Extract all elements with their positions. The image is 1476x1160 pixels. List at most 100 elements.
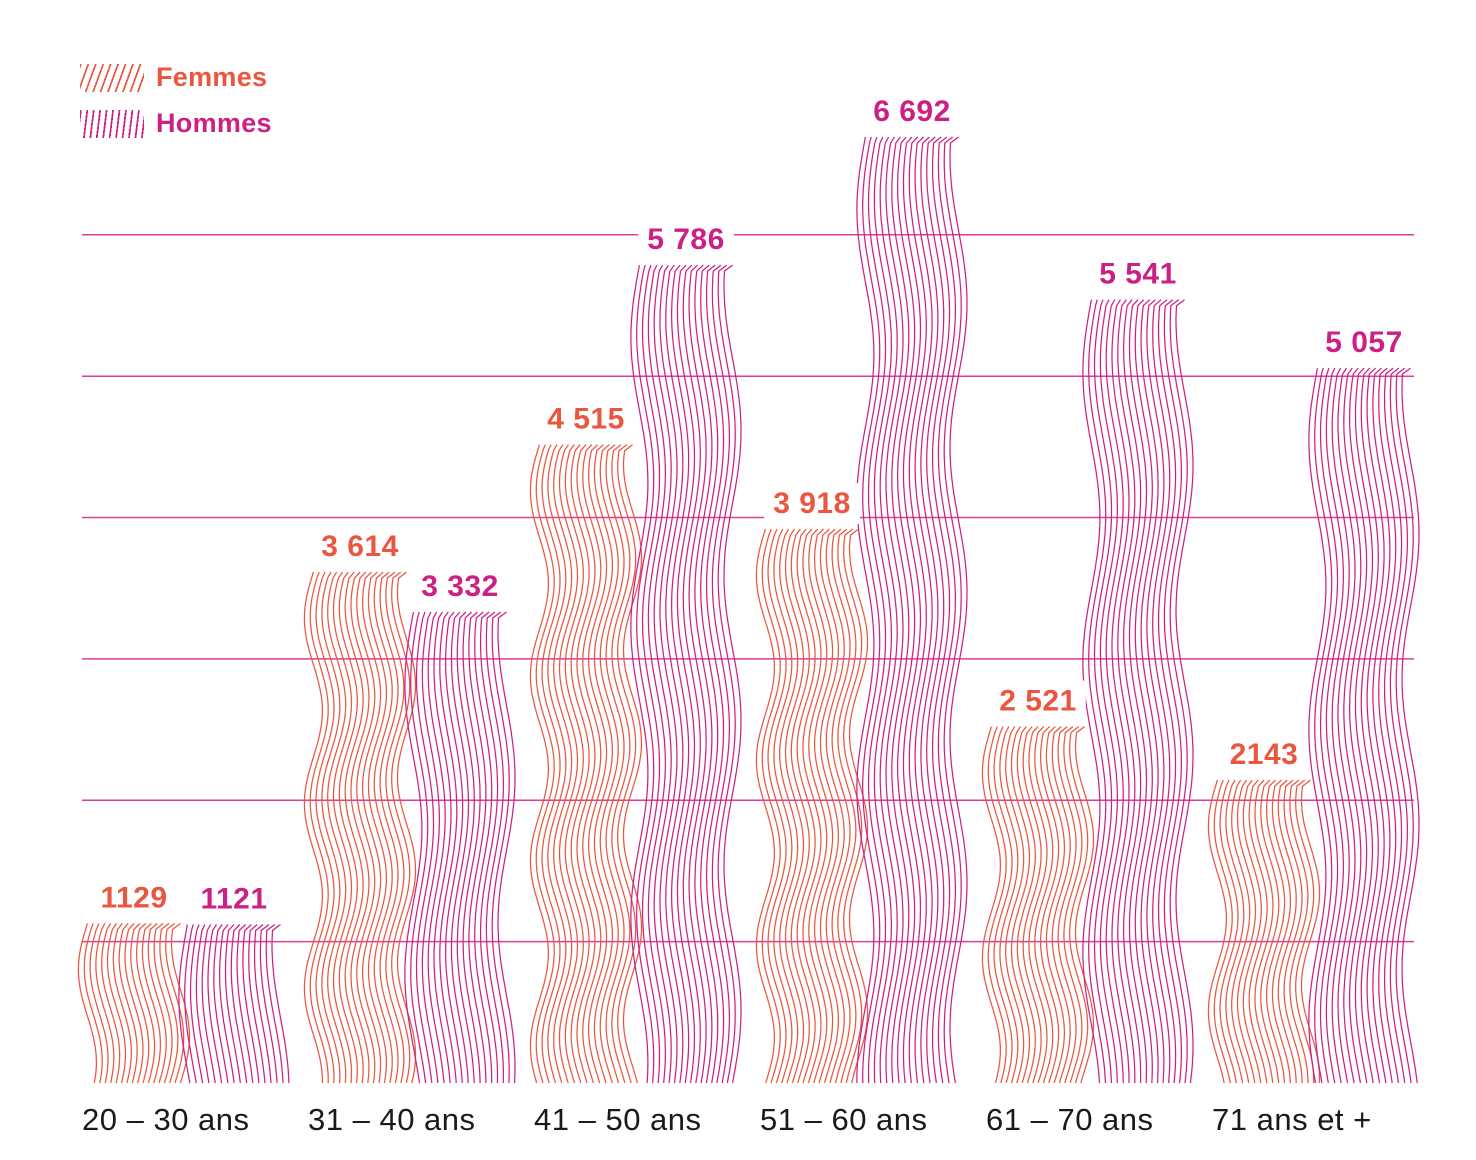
bar-hatch-line: [896, 136, 916, 1084]
bar-hatch-line: [356, 571, 376, 1084]
category-label-5: 71 ans et +: [1212, 1102, 1372, 1137]
bar-hatch-line: [159, 922, 179, 1084]
category-label-1: 31 – 40 ans: [308, 1102, 476, 1137]
bar-hatch-line: [1260, 779, 1280, 1084]
bar-hatch-line: [641, 264, 661, 1084]
bar-hatch-line: [201, 924, 216, 1084]
bar-hatch-line: [1134, 299, 1153, 1084]
bar-hatch-line: [717, 264, 736, 1084]
bar-hatch-line: [421, 611, 441, 1084]
femmes-hatch-swatch-icon: [80, 63, 144, 92]
bar-hatch-line: [1016, 726, 1036, 1084]
bar-hatch-line: [253, 924, 272, 1084]
bar-hatch-line: [553, 444, 573, 1084]
bar-hatch-line: [1063, 726, 1083, 1084]
bar-hatch-line: [587, 444, 608, 1084]
bar-hatch-line: [1111, 299, 1130, 1083]
legend-item-hommes: Hommes: [80, 108, 272, 139]
bar-hatch-line: [135, 922, 156, 1084]
bar-hatch-line: [630, 264, 649, 1084]
bar-hatch-line: [564, 444, 584, 1084]
bar-hatch-line: [593, 444, 614, 1084]
bar-hatch-line: [599, 444, 619, 1084]
value-label-hommes-4: 5 541: [1099, 258, 1177, 291]
bar-hatch-line: [1277, 779, 1297, 1084]
value-label-backing: [412, 566, 508, 607]
bar-hatch-line: [1343, 367, 1362, 1084]
bar-hatch-line: [1378, 367, 1397, 1084]
bar-hatch-line: [1045, 726, 1066, 1084]
bar-hatch-line: [1157, 299, 1177, 1084]
bar-hatch-line: [908, 136, 927, 1084]
bar-hatch-line: [224, 924, 242, 1084]
value-label-femmes-0: 1129: [100, 881, 167, 914]
bar-hatch-line: [321, 571, 341, 1084]
bar-hatch-line: [1093, 299, 1113, 1084]
bar-hatch-line: [189, 924, 204, 1084]
bar-hatch-line: [711, 264, 731, 1084]
value-label-backing: [1316, 322, 1412, 364]
bar-hatch-line: [242, 924, 260, 1084]
bar-hatch-line: [89, 923, 109, 1084]
bar-hatch-line: [433, 611, 452, 1084]
bar-hatch-line: [665, 264, 684, 1084]
bar-hatch-line: [773, 528, 793, 1084]
bar-hatch-line: [1099, 299, 1119, 1084]
bar-hatch-line: [427, 611, 446, 1084]
bar-hatch-line: [1248, 779, 1268, 1084]
bar-hatch-line: [825, 528, 845, 1084]
bar-hatch-line: [848, 528, 869, 1084]
bar-hatch-line: [856, 136, 875, 1083]
bar-hatch-line: [547, 444, 567, 1084]
bar-hatch-line: [694, 264, 713, 1084]
bar-hatch-line: [1231, 779, 1251, 1084]
bar-hatch-line: [647, 264, 667, 1084]
value-label-backing: [191, 878, 277, 920]
bar-hommes-3: [856, 136, 968, 1084]
bar-hatch-line: [700, 264, 719, 1084]
bar-hatch-line: [497, 611, 516, 1084]
bar-hatch-line: [931, 136, 951, 1084]
bar-hatch-line: [837, 528, 857, 1084]
bar-hatch-line: [688, 264, 707, 1084]
bar-hatch-line: [118, 922, 138, 1084]
bar-hatch-line: [1219, 779, 1239, 1084]
bar-hatch-line: [230, 924, 248, 1084]
bar-hatch-line: [981, 726, 1002, 1084]
bar-hatch-line: [130, 922, 150, 1084]
bar-hatch-line: [843, 528, 863, 1084]
bar-hatch-line: [885, 136, 904, 1084]
bar-hatch-line: [582, 444, 602, 1084]
bar-hatch-line: [1169, 299, 1188, 1084]
bar-hatch-line: [1337, 367, 1356, 1084]
bar-hatch-line: [1225, 779, 1245, 1084]
bar-hatch-line: [315, 571, 335, 1083]
bar-hatch-line: [112, 923, 132, 1084]
value-label-femmes-1: 3 614: [321, 530, 399, 563]
bar-hommes-1: [404, 611, 516, 1084]
bar-hatch-line: [479, 611, 499, 1083]
bar-hatch-line: [1389, 367, 1409, 1084]
bar-hatch-line: [1348, 367, 1368, 1084]
bar-hatch-line: [1289, 779, 1309, 1083]
bar-hatch-line: [790, 528, 810, 1084]
bar-hatch-line: [819, 528, 840, 1084]
bar-hatch-line: [1254, 779, 1274, 1084]
bar-hatch-line: [332, 571, 353, 1084]
value-label-hommes-2: 5 786: [647, 223, 725, 256]
bar-hommes-4: [1082, 299, 1194, 1084]
bar-hatch-line: [106, 923, 127, 1084]
value-label-hommes-0: 1121: [200, 883, 267, 916]
bar-hatch-line: [1395, 367, 1414, 1084]
bar-hatch-line: [265, 924, 284, 1084]
bar-hatch-line: [1401, 367, 1420, 1084]
bar-hatch-line: [124, 922, 144, 1084]
bar-hatch-line: [617, 444, 637, 1084]
value-label-backing: [864, 91, 960, 132]
bar-hatch-line: [170, 922, 191, 1084]
value-label-backing: [990, 680, 1086, 722]
bar-hatch-line: [218, 924, 235, 1084]
bar-hatch-line: [385, 571, 405, 1084]
bar-hatch-line: [813, 528, 834, 1084]
